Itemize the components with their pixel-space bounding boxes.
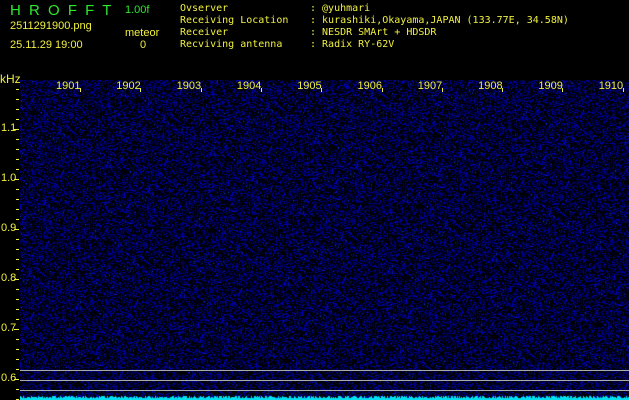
x-tick-label: 1906: [357, 80, 382, 92]
y-tick: [16, 219, 19, 220]
x-tick: [622, 88, 624, 92]
y-tick: [14, 279, 19, 280]
y-tick: [16, 109, 19, 110]
file-name: 2511291900.png: [10, 20, 92, 32]
info-row: Ovserver: @yuhmari: [180, 3, 371, 14]
y-tick: [16, 209, 19, 210]
y-tick-label: 1.0: [1, 172, 17, 184]
y-axis-unit: kHz: [0, 72, 21, 86]
y-tick: [16, 199, 19, 200]
x-tick: [321, 88, 323, 92]
spectrogram: [20, 80, 629, 400]
meteor-count: 0: [140, 39, 147, 51]
x-tick: [502, 88, 504, 92]
x-tick-label: 1910: [598, 80, 624, 92]
y-tick: [16, 189, 19, 190]
x-tick-label: 1903: [176, 80, 202, 92]
info-row: Receiving Location: kurashiki,Okayama,JA…: [180, 15, 569, 26]
y-tick: [16, 289, 19, 290]
y-tick: [16, 239, 19, 240]
y-tick: [16, 99, 19, 100]
y-tick: [16, 339, 19, 340]
x-tick: [200, 88, 202, 92]
y-tick-label: 0.8: [1, 272, 17, 284]
y-tick: [16, 159, 19, 160]
x-tick: [562, 88, 564, 92]
info-row: Recviving antenna: Radix RY-62V: [180, 39, 395, 50]
x-tick-label: 1902: [116, 80, 141, 92]
app-version: 1.00f: [125, 4, 150, 16]
x-tick-label: 1904: [236, 80, 262, 92]
app-logo: H R O F F T: [10, 2, 112, 19]
y-tick: [14, 379, 19, 380]
y-tick: [16, 359, 19, 360]
y-tick: [16, 119, 19, 120]
y-tick: [16, 249, 19, 250]
y-tick-label: 0.9: [1, 222, 17, 234]
y-tick: [16, 169, 19, 170]
x-tick: [260, 88, 262, 92]
y-tick: [16, 319, 19, 320]
y-tick: [16, 349, 19, 350]
x-tick-label: 1905: [297, 80, 322, 92]
y-tick: [16, 89, 19, 90]
y-tick: [16, 309, 19, 310]
y-tick-label: 1.1: [1, 122, 17, 134]
y-tick-label: 0.7: [1, 322, 17, 334]
x-tick-label: 1907: [417, 80, 443, 92]
y-tick: [14, 329, 19, 330]
meteor-label: meteor: [125, 27, 160, 39]
station-info: Ovserver: @yuhmari Receiving Location: ku…: [180, 3, 569, 51]
info-row: Receiver: NESDR SMArt + HDSDR: [180, 27, 437, 38]
x-tick: [80, 88, 81, 92]
y-tick: [14, 129, 19, 130]
y-tick: [16, 149, 19, 150]
x-tick: [441, 88, 443, 92]
y-tick: [16, 269, 19, 270]
x-tick-label: 1901: [56, 80, 81, 92]
x-tick-label: 1908: [478, 80, 503, 92]
reference-line: [20, 380, 629, 381]
x-tick-label: 1909: [538, 80, 563, 92]
y-tick: [16, 389, 19, 390]
y-tick: [14, 179, 19, 180]
y-tick: [14, 229, 19, 230]
x-tick: [381, 88, 383, 92]
reference-line: [20, 370, 629, 371]
y-tick: [16, 299, 19, 300]
x-tick: [140, 88, 142, 92]
y-tick: [16, 369, 19, 370]
file-datetime: 25.11.29 19:00: [10, 39, 83, 51]
y-tick: [16, 139, 19, 140]
y-tick: [16, 259, 19, 260]
reference-line: [20, 390, 629, 391]
y-tick-label: 0.6: [1, 372, 17, 384]
